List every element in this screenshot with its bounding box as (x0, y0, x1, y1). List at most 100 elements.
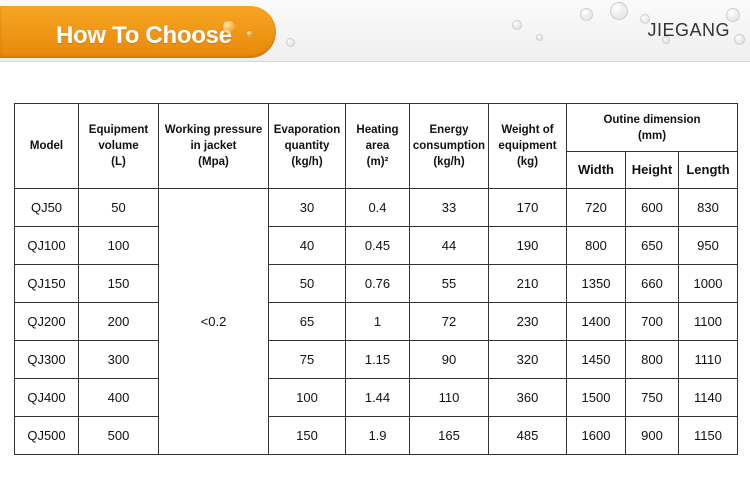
table-row: QJ200 200 65 1 72 230 1400 700 1100 (14, 302, 739, 341)
cell-volume: 500 (78, 416, 159, 455)
water-drop-icon (662, 36, 670, 44)
cell-evaporation: 100 (268, 378, 346, 417)
header-banner: How To Choose JIEGANG (0, 0, 750, 62)
cell-working-pressure: <0.2 (158, 188, 269, 455)
sub-header-row: Width Height Length (15, 151, 739, 189)
col-header-width: Width (566, 151, 626, 189)
col-header-length: Length (677, 151, 739, 189)
brand-name: JIEGANG (647, 20, 730, 40)
table-body: QJ50 50 <0.2 30 0.4 33 170 720 600 830 Q… (14, 188, 739, 455)
cell-weight: 190 (488, 226, 567, 265)
cell-length: 1150 (677, 416, 739, 455)
water-drop-icon (222, 20, 236, 34)
cell-evaporation: 30 (268, 188, 346, 227)
cell-heating-area: 0.76 (345, 264, 410, 303)
header-row: Model Equipment volume (L) Working press… (14, 103, 739, 189)
cell-model: QJ150 (14, 264, 79, 303)
col-header-height: Height (625, 151, 679, 189)
cell-width: 1500 (566, 378, 626, 417)
col-header-dimension: Outine dimension (mm) (565, 103, 739, 152)
cell-width: 720 (566, 188, 626, 227)
cell-width: 1450 (566, 340, 626, 379)
cell-model: QJ100 (14, 226, 79, 265)
cell-volume: 100 (78, 226, 159, 265)
title-tab: How To Choose (0, 6, 276, 58)
cell-model: QJ400 (14, 378, 79, 417)
cell-height: 700 (625, 302, 679, 341)
cell-weight: 485 (488, 416, 567, 455)
cell-height: 900 (625, 416, 679, 455)
cell-width: 1350 (566, 264, 626, 303)
cell-height: 650 (625, 226, 679, 265)
cell-volume: 50 (78, 188, 159, 227)
cell-length: 1100 (677, 302, 739, 341)
col-header-energy: Energy consumption (kg/h) (409, 103, 489, 189)
col-header-equipment-volume: Equipment volume (L) (78, 103, 159, 189)
cell-length: 1000 (677, 264, 739, 303)
cell-evaporation: 50 (268, 264, 346, 303)
table-row: QJ150 150 50 0.76 55 210 1350 660 1000 (14, 264, 739, 303)
cell-height: 800 (625, 340, 679, 379)
water-drop-icon (286, 38, 295, 47)
water-drop-icon (536, 34, 543, 41)
table-row: QJ300 300 75 1.15 90 320 1450 800 1110 (14, 340, 739, 379)
cell-heating-area: 0.45 (345, 226, 410, 265)
cell-weight: 320 (488, 340, 567, 379)
water-drop-icon (726, 8, 740, 22)
cell-width: 800 (566, 226, 626, 265)
col-header-evaporation: Evaporation quantity (kg/h) (268, 103, 346, 189)
water-drop-icon (610, 2, 628, 20)
cell-energy: 165 (409, 416, 489, 455)
cell-height: 660 (625, 264, 679, 303)
cell-energy: 72 (409, 302, 489, 341)
cell-heating-area: 1.15 (345, 340, 410, 379)
cell-length: 950 (677, 226, 739, 265)
water-drop-icon (640, 14, 650, 24)
water-drop-icon (246, 30, 253, 37)
cell-weight: 170 (488, 188, 567, 227)
water-drop-icon (734, 34, 745, 45)
cell-evaporation: 65 (268, 302, 346, 341)
table-row: QJ50 50 <0.2 30 0.4 33 170 720 600 830 (14, 188, 739, 455)
cell-energy: 33 (409, 188, 489, 227)
cell-energy: 90 (409, 340, 489, 379)
cell-height: 600 (625, 188, 679, 227)
cell-model: QJ500 (14, 416, 79, 455)
cell-length: 1140 (677, 378, 739, 417)
cell-volume: 300 (78, 340, 159, 379)
cell-evaporation: 40 (268, 226, 346, 265)
cell-length: 830 (677, 188, 739, 227)
cell-width: 1600 (566, 416, 626, 455)
col-header-working-pressure: Working pressure in jacket (Mpa) (158, 103, 269, 189)
cell-length: 1110 (677, 340, 739, 379)
cell-energy: 110 (409, 378, 489, 417)
cell-heating-area: 1.44 (345, 378, 410, 417)
cell-weight: 210 (488, 264, 567, 303)
water-drop-icon (512, 20, 522, 30)
cell-weight: 230 (488, 302, 567, 341)
water-drop-icon (580, 8, 593, 21)
col-header-heating-area: Heating area (m)² (345, 103, 410, 189)
table-row: QJ100 100 40 0.45 44 190 800 650 950 (14, 226, 739, 265)
cell-volume: 200 (78, 302, 159, 341)
table-row: QJ500 500 150 1.9 165 485 1600 900 1150 (14, 416, 739, 455)
cell-heating-area: 0.4 (345, 188, 410, 227)
cell-model: QJ300 (14, 340, 79, 379)
cell-height: 750 (625, 378, 679, 417)
cell-model: QJ50 (14, 188, 79, 227)
cell-evaporation: 150 (268, 416, 346, 455)
section-title: How To Choose (56, 22, 232, 49)
cell-volume: 400 (78, 378, 159, 417)
cell-width: 1400 (566, 302, 626, 341)
cell-heating-area: 1.9 (345, 416, 410, 455)
cell-energy: 44 (409, 226, 489, 265)
table-row: QJ400 400 100 1.44 110 360 1500 750 1140 (14, 378, 739, 417)
spec-table: Model Equipment volume (L) Working press… (14, 103, 739, 455)
col-header-weight: Weight of equipment (kg) (488, 103, 567, 189)
cell-energy: 55 (409, 264, 489, 303)
cell-heating-area: 1 (345, 302, 410, 341)
cell-volume: 150 (78, 264, 159, 303)
cell-model: QJ200 (14, 302, 79, 341)
cell-evaporation: 75 (268, 340, 346, 379)
col-header-model: Model (14, 103, 79, 189)
